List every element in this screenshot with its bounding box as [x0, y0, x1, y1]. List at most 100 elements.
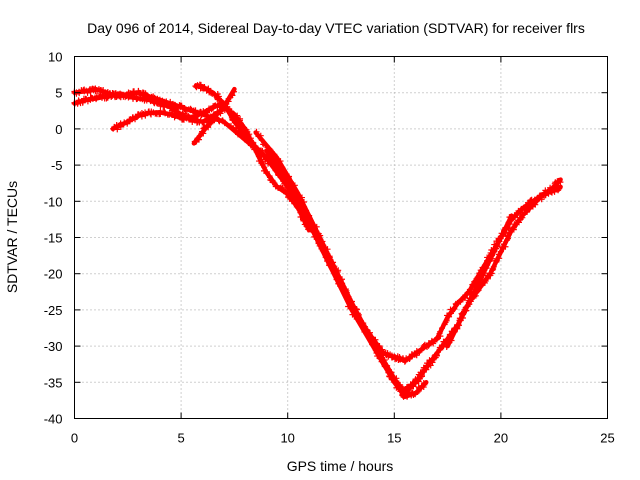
data-point [176, 113, 183, 120]
data-point [324, 246, 331, 253]
data-point [270, 179, 277, 186]
data-point [433, 352, 440, 359]
data-point [428, 357, 435, 364]
data-point [470, 289, 477, 296]
data-point [499, 230, 506, 237]
data-point [414, 389, 421, 396]
data-point [484, 262, 491, 269]
data-point [447, 335, 454, 342]
data-point [436, 346, 443, 353]
data-point [378, 355, 385, 362]
x-tick-label: 10 [280, 431, 294, 446]
data-point [415, 377, 422, 384]
data-point [246, 131, 253, 138]
data-point [205, 107, 212, 114]
data-point [326, 255, 333, 262]
data-point [114, 126, 121, 133]
data-point [214, 96, 221, 103]
data-point [530, 198, 537, 205]
data-point [264, 158, 271, 165]
data-point [363, 326, 370, 333]
data-point [273, 163, 280, 170]
data-point [350, 304, 357, 311]
data-point [500, 241, 507, 248]
data-point [335, 267, 342, 274]
series-track-b [71, 86, 238, 126]
series-track-k [443, 213, 514, 351]
data-point [272, 167, 279, 174]
data-point [345, 295, 352, 302]
series-layer [71, 81, 564, 400]
data-point [302, 216, 309, 223]
data-point [468, 291, 475, 298]
data-point [481, 270, 488, 277]
data-point [385, 366, 392, 373]
data-point [504, 223, 511, 230]
data-point [161, 108, 168, 115]
chart-title: Day 096 of 2014, Sidereal Day-to-day VTE… [87, 20, 585, 36]
data-point [209, 115, 216, 122]
data-point [120, 121, 127, 128]
data-point [414, 376, 421, 383]
data-point [171, 114, 178, 121]
data-point [369, 334, 376, 341]
data-point [211, 91, 218, 98]
data-point [454, 299, 461, 306]
data-point [484, 272, 491, 279]
y-axis-label: SDTVAR / TECUs [4, 181, 20, 293]
series-track-i [402, 177, 564, 394]
data-point [244, 137, 251, 144]
x-tick-label: 0 [71, 431, 78, 446]
data-point [281, 169, 288, 176]
data-point [433, 335, 440, 342]
data-point [242, 130, 249, 137]
data-point [437, 328, 444, 335]
data-point [343, 289, 350, 296]
y-tick-label: 10 [48, 50, 62, 65]
data-point [335, 274, 342, 281]
data-point [349, 311, 356, 318]
data-point [443, 317, 450, 324]
data-point [233, 128, 240, 135]
data-point [273, 182, 280, 189]
data-point [205, 85, 212, 92]
data-point [298, 194, 305, 201]
data-point [231, 88, 238, 95]
data-point [403, 387, 410, 394]
data-point [103, 95, 110, 102]
y-tick-label: -15 [44, 231, 63, 246]
data-point [227, 122, 234, 129]
x-tick-label: 25 [600, 431, 614, 446]
data-point [247, 135, 254, 142]
data-point [215, 93, 222, 100]
data-point [268, 149, 275, 156]
tick-layer: 0 5 10 15 20 25 10 5 0 -5 -10 -15 -20 -25 -30 -35 -40 [44, 50, 615, 446]
y-tick-label: -20 [44, 267, 63, 282]
data-point [348, 298, 355, 305]
x-tick-label: 5 [177, 431, 184, 446]
data-point [407, 355, 413, 362]
series-track-h [253, 128, 408, 364]
data-point [266, 145, 273, 152]
data-point [200, 119, 207, 126]
y-tick-label: 0 [55, 122, 62, 137]
data-point [420, 379, 427, 386]
data-point [79, 99, 86, 106]
data-point [221, 120, 228, 127]
data-point [450, 326, 457, 333]
data-point [311, 225, 318, 232]
data-point [199, 128, 206, 135]
data-point [438, 342, 445, 349]
data-point [320, 242, 327, 249]
data-point [379, 346, 386, 353]
data-point [475, 277, 482, 284]
x-axis-label: GPS time / hours [287, 458, 394, 474]
y-tick-label: -5 [51, 158, 63, 173]
data-point [261, 167, 268, 174]
data-point [417, 347, 424, 354]
x-tick-label: 20 [494, 431, 508, 446]
x-tick-label: 15 [387, 431, 401, 446]
data-point [219, 99, 226, 106]
data-point [466, 295, 473, 302]
